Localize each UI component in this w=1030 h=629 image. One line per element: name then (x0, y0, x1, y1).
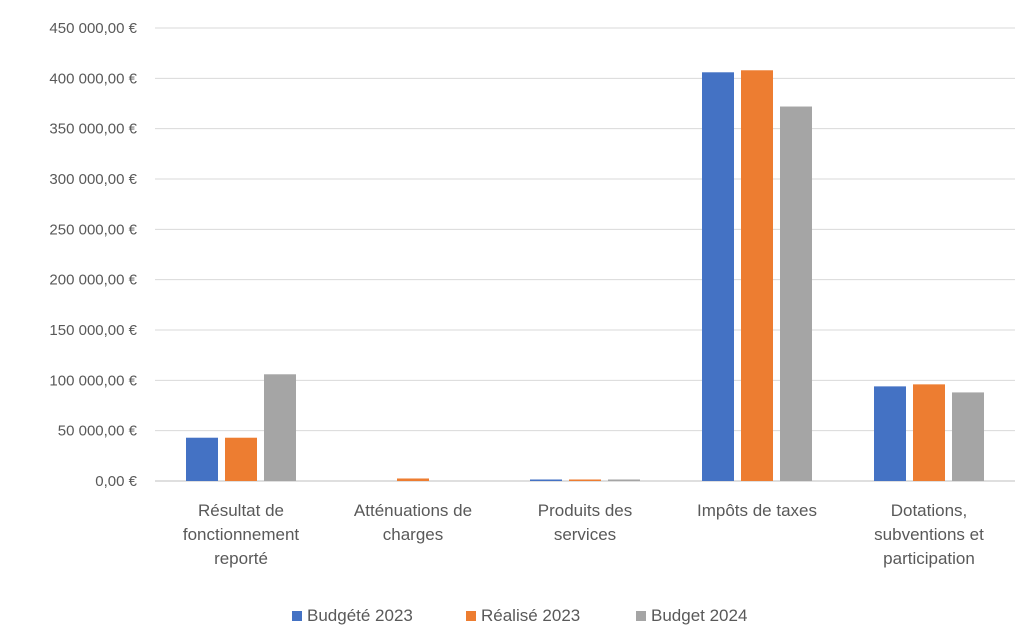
y-tick-label: 100 000,00 € (49, 372, 137, 389)
y-axis: 0,00 € 50 000,00 € 100 000,00 € 150 000,00 … (49, 20, 137, 490)
y-tick-label: 50 000,00 € (58, 423, 138, 440)
legend-label-1: Budgété 2023 (307, 606, 413, 625)
x-tick-label: charges (383, 525, 443, 544)
bar-5-1 (874, 386, 906, 481)
legend-swatch-2 (466, 611, 476, 621)
y-tick-label: 450 000,00 € (49, 20, 137, 37)
x-axis-labels: Résultat de fonctionnement reporté Atténuat… (183, 501, 984, 568)
x-tick-label: participation (883, 549, 975, 568)
x-tick-label: Produits des (538, 501, 633, 520)
x-tick-label: Résultat de (198, 501, 284, 520)
legend: Budgété 2023 Réalisé 2023 Budget 2024 (292, 606, 747, 625)
legend-swatch-3 (636, 611, 646, 621)
y-tick-label: 400 000,00 € (49, 70, 137, 87)
bar-5-2 (913, 384, 945, 481)
gridlines (155, 27, 1015, 432)
bar-1-2 (225, 437, 257, 481)
bar-3-3 (608, 479, 640, 481)
y-tick-label: 250 000,00 € (49, 221, 137, 238)
y-tick-label: 200 000,00 € (49, 272, 137, 289)
x-tick-label: services (554, 525, 616, 544)
x-tick-label: Impôts de taxes (697, 501, 817, 520)
legend-swatch-1 (292, 611, 302, 621)
x-tick-label: Dotations, (891, 501, 968, 520)
bar-3-1 (530, 479, 562, 481)
bar-4-1 (702, 72, 734, 481)
bar-4-2 (741, 70, 773, 481)
y-tick-label: 150 000,00 € (49, 322, 137, 339)
x-tick-label: subventions et (874, 525, 984, 544)
bar-2-2 (397, 478, 429, 481)
bar-5-3 (952, 392, 984, 481)
y-tick-label: 300 000,00 € (49, 171, 137, 188)
bar-4-3 (780, 106, 812, 482)
bar-3-2 (569, 479, 601, 481)
legend-label-2: Réalisé 2023 (481, 606, 580, 625)
x-tick-label: Atténuations de (354, 501, 472, 520)
x-tick-label: reporté (214, 549, 268, 568)
bars-layer (186, 70, 984, 482)
legend-label-3: Budget 2024 (651, 606, 747, 625)
y-tick-label: 350 000,00 € (49, 121, 137, 138)
bar-1-3 (264, 374, 296, 481)
y-tick-label: 0,00 € (95, 473, 137, 490)
bar-1-1 (186, 437, 218, 481)
x-tick-label: fonctionnement (183, 525, 300, 544)
